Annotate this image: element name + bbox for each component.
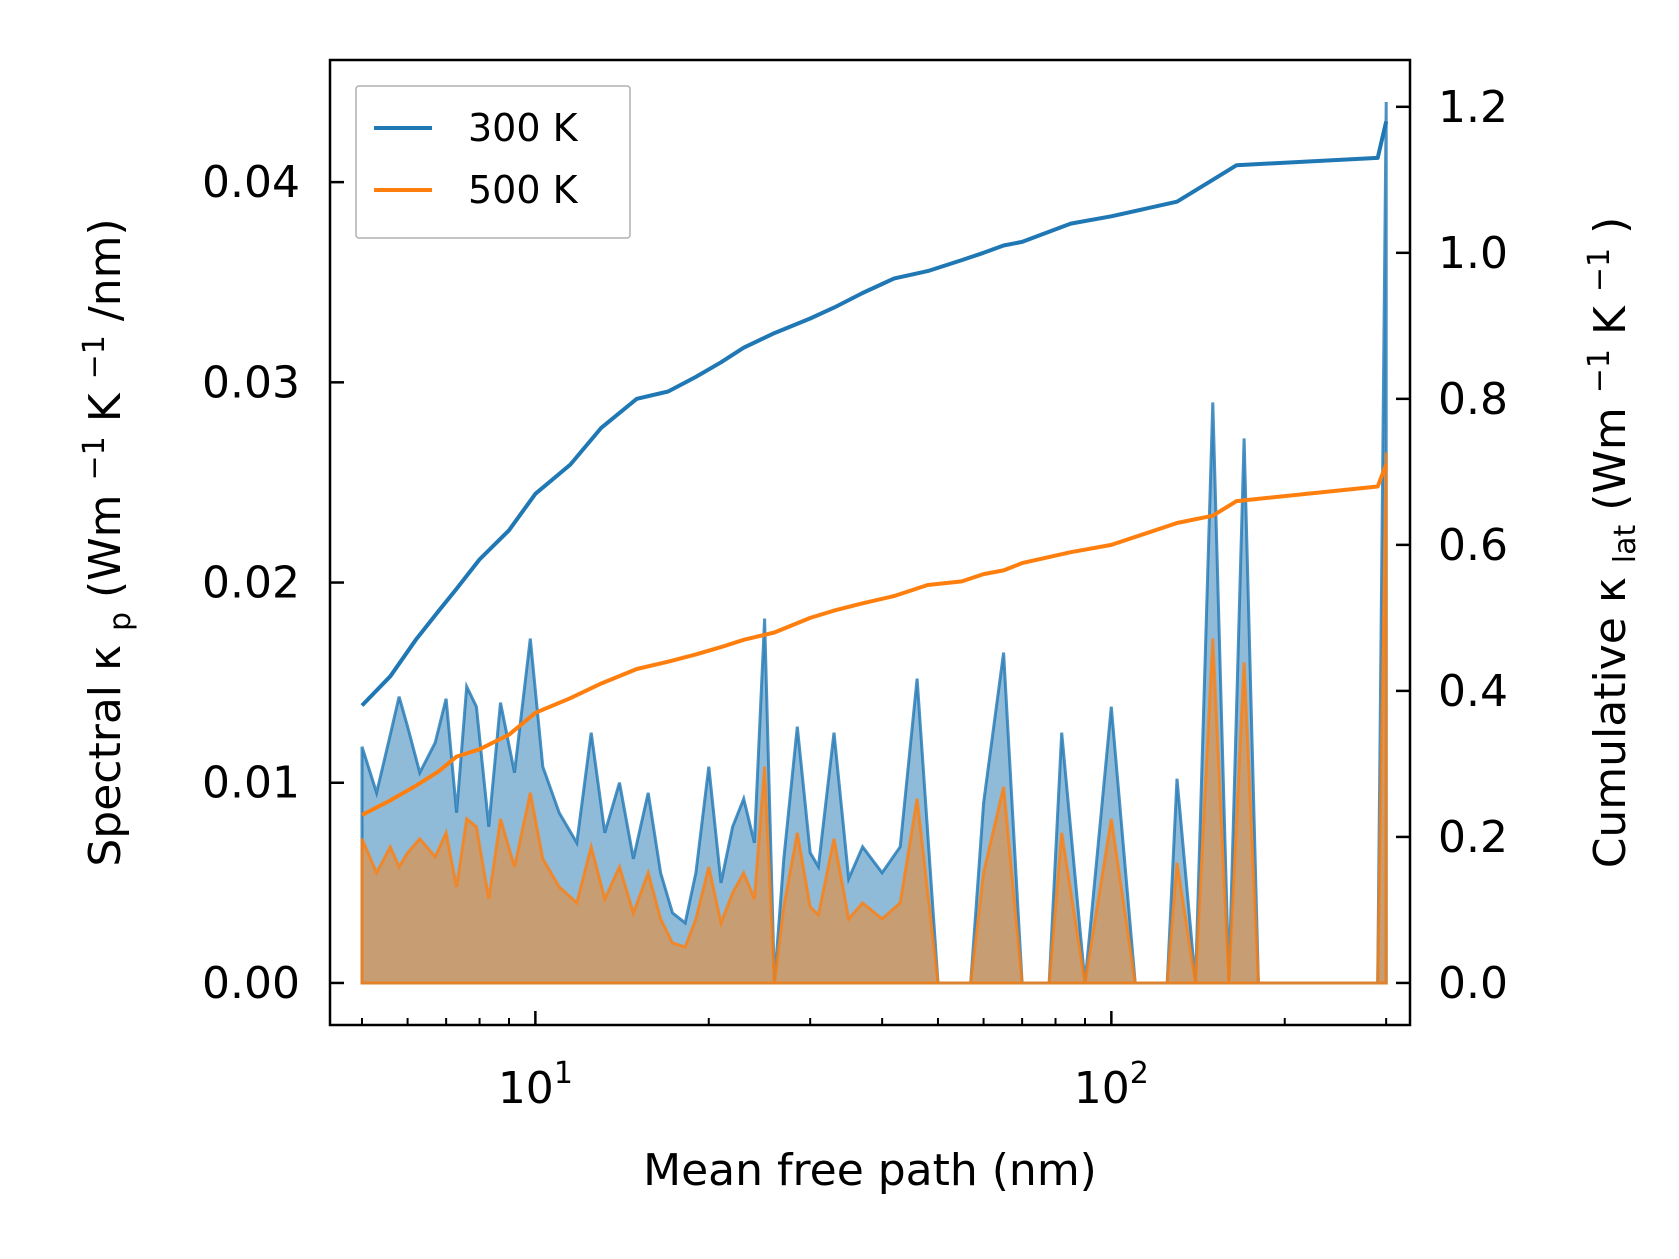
cumulative-lines	[360, 120, 1389, 817]
plot-frame	[328, 58, 1412, 1027]
y-right-label-mid2: K	[1585, 305, 1636, 335]
y-left-tick-label: 0.01	[202, 758, 300, 809]
cumulative-line-500k	[361, 463, 1389, 817]
y-right-label-suffix: )	[1585, 217, 1636, 234]
y-right-label-mid: (Wm	[1585, 407, 1636, 511]
y-right-axis-label: Cumulative κ lat (Wm −1 K −1 )	[1569, 217, 1646, 869]
y-right-label-sub: lat	[1608, 525, 1643, 564]
y-right-tick-label: 0.0	[1438, 958, 1508, 1009]
y-left-tick-label: 0.04	[202, 157, 300, 208]
legend-label-300k: 300 K	[468, 106, 579, 150]
y-right-tick-label: 1.0	[1438, 228, 1508, 279]
y-right-axis-ticks: 0.0 0.2 0.4 0.6 0.8 1.0 1.2	[1396, 82, 1508, 1009]
y-right-label-prefix: Cumulative κ	[1585, 577, 1636, 868]
x-tick-label: 102	[1074, 1056, 1149, 1114]
y-left-tick-label: 0.02	[202, 558, 300, 609]
x-tick-base: 10	[1074, 1063, 1130, 1114]
y-left-tick-label: 0.00	[202, 958, 300, 1009]
y-right-tick-label: 1.2	[1438, 82, 1508, 133]
y-right-tick-label: 0.4	[1438, 666, 1508, 717]
y-left-label-sup1: −1	[77, 436, 112, 480]
spectral-area-500k	[360, 452, 1388, 985]
y-right-tick-label: 0.8	[1438, 374, 1508, 425]
y-left-label-mid: (Wm	[80, 494, 131, 598]
y-left-label-sup2: −1	[77, 335, 112, 379]
legend: 300 K 500 K	[355, 85, 631, 239]
y-left-label-sub: p	[103, 612, 138, 631]
y-right-label-sup2: −1	[1582, 248, 1617, 292]
y-right-label-sup1: −1	[1582, 349, 1617, 393]
legend-frame	[355, 85, 631, 239]
y-left-label-mid2: K	[80, 392, 131, 422]
x-axis-ticks: 101 102	[360, 1011, 1388, 1114]
x-tick-label: 101	[498, 1056, 573, 1114]
x-tick-exponent: 1	[554, 1056, 573, 1091]
x-tick-exponent: 2	[1130, 1056, 1149, 1091]
y-left-label-prefix: Spectral κ	[80, 645, 131, 867]
cumulative-line-300k	[360, 120, 1389, 707]
legend-label-500k: 500 K	[468, 168, 579, 212]
y-right-tick-label: 0.2	[1438, 812, 1508, 863]
y-left-axis-label: Spectral κ p (Wm −1 K −1 /nm)	[64, 218, 141, 866]
y-left-tick-label: 0.03	[202, 357, 300, 408]
y-right-tick-label: 0.6	[1438, 520, 1508, 571]
x-axis-label: Mean free path (nm)	[643, 1145, 1097, 1196]
y-left-axis-ticks: 0.00 0.01 0.02 0.03 0.04	[202, 157, 344, 1009]
spectral-fills	[360, 101, 1388, 985]
y-left-label-suffix: /nm)	[80, 218, 131, 321]
x-tick-base: 10	[498, 1063, 554, 1114]
